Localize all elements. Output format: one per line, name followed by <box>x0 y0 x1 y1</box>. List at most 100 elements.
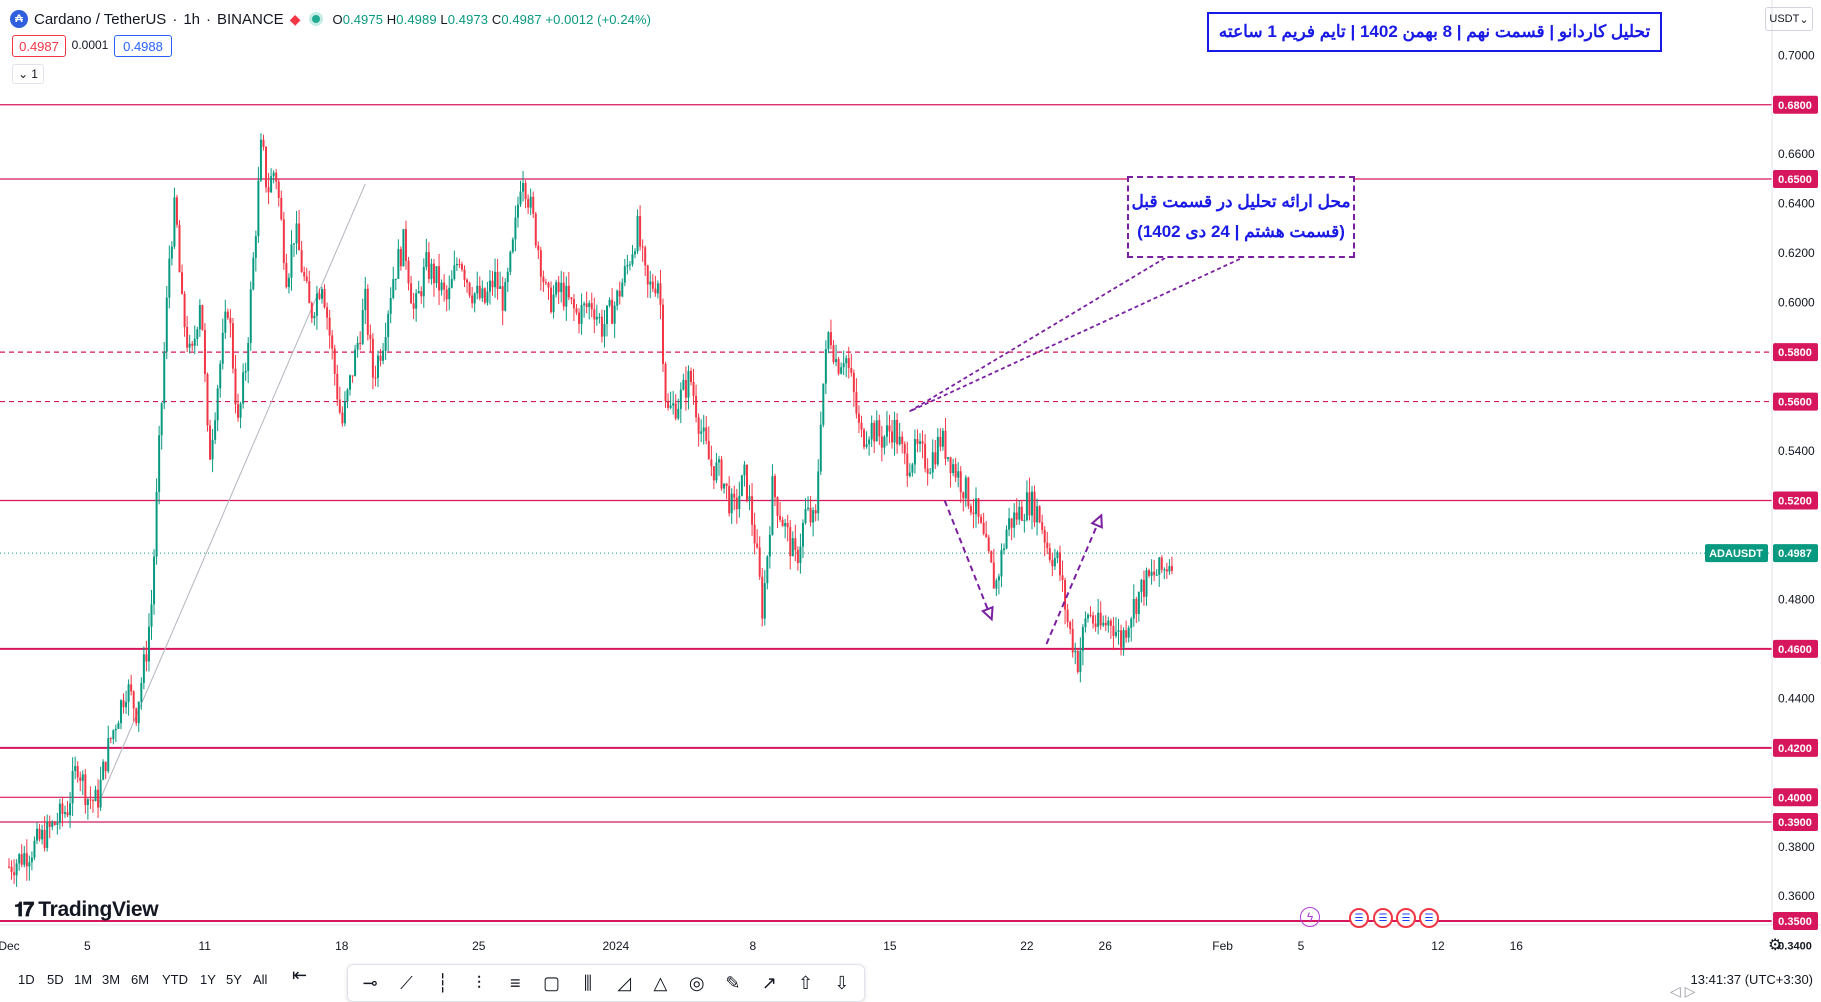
timeframe-all-button[interactable]: All <box>253 972 268 987</box>
candle-body <box>237 404 240 418</box>
candle-body <box>81 774 84 781</box>
candle-body <box>104 761 107 772</box>
candle-body <box>534 213 537 246</box>
arrow-up-icon[interactable]: ⇧ <box>797 972 814 993</box>
us-flag-icon[interactable]: ☰ <box>1349 908 1369 928</box>
candle-body <box>99 779 102 808</box>
replay-icon[interactable]: ⇤ <box>292 965 308 985</box>
symbol-name[interactable]: Cardano / TetherUS <box>34 10 167 28</box>
candle-body <box>662 304 665 364</box>
timeframe-3m-button[interactable]: 3M <box>102 972 121 987</box>
candle-body <box>102 761 105 780</box>
candle-body <box>944 430 947 459</box>
candle-body <box>290 244 293 278</box>
candle-body <box>463 269 466 280</box>
candle-body <box>646 265 649 285</box>
level-price-tag <box>1773 343 1818 362</box>
candle-body <box>410 283 413 304</box>
candle-body <box>140 682 143 702</box>
candle-body <box>137 701 140 724</box>
drawing-toolbar: ⊸ ⟋ ┆ ⫶ ≡ ▢ ⫼ ◿ △ ◎ ✎ ↗ ⇧ ⇩ <box>347 964 865 1002</box>
lightning-icon[interactable]: ϟ <box>1300 907 1320 927</box>
candle-body <box>758 547 761 577</box>
us-flag-icon[interactable]: ☰ <box>1419 908 1439 928</box>
candle-body <box>173 197 176 247</box>
candle-body <box>580 304 583 324</box>
candle-body <box>606 305 609 325</box>
gear-icon[interactable]: ⚙ <box>1768 937 1783 954</box>
fib-icon[interactable]: ⫼ <box>583 972 592 993</box>
candle-body <box>425 252 428 267</box>
candle-body <box>468 282 471 296</box>
timeframe-1d-button[interactable]: 1D <box>18 972 35 987</box>
us-flag-icon[interactable]: ☰ <box>1373 908 1393 928</box>
candle-body <box>1109 620 1112 626</box>
parallel-channel-icon[interactable]: ⫶ <box>476 972 482 993</box>
timeframe-1m-button[interactable]: 1M <box>74 972 93 987</box>
symbol-tag-label: ADAUSDT <box>1709 548 1763 560</box>
chevron-down-icon: ⌄ <box>1799 13 1809 26</box>
trend-line-icon[interactable]: ⟋ <box>400 972 413 993</box>
timeframe-5d-button[interactable]: 5D <box>47 972 64 987</box>
candle-body <box>127 684 130 702</box>
x-tick-label: 11 <box>199 939 212 953</box>
candle-body <box>916 439 919 444</box>
candle-body <box>38 828 41 840</box>
candle-body <box>257 180 260 237</box>
note-box[interactable]: محل ارائه تحلیل در قسمت قبل (قسمت هشتم |… <box>1127 176 1355 258</box>
level-price-label: 0.3400 <box>1778 941 1812 953</box>
level-price-tag <box>1773 491 1818 510</box>
candle-body <box>504 282 507 311</box>
tradingview-logo[interactable]: 𝟏𝟕 TradingView <box>14 898 159 922</box>
candle-body <box>738 495 741 510</box>
brush-icon[interactable]: ✎ <box>725 972 741 993</box>
candle-body <box>873 422 876 442</box>
candle-body <box>781 519 784 527</box>
regression-icon[interactable]: ≡ <box>510 972 521 993</box>
candle-body <box>1155 574 1158 576</box>
candle-body <box>763 583 766 619</box>
candle-body <box>623 266 626 283</box>
scroll-arrows-icon[interactable]: ◁ ▷ <box>1670 983 1696 999</box>
candle-body <box>682 380 685 390</box>
long-position-icon[interactable]: ◿ <box>617 972 632 993</box>
triangle-pattern-icon[interactable]: △ <box>653 972 668 993</box>
level-price-label: 0.6500 <box>1778 174 1812 186</box>
candle-body <box>94 789 97 802</box>
candle-body <box>343 401 346 424</box>
candle-body <box>84 774 87 806</box>
timeframe-1y-button[interactable]: 1Y <box>200 972 216 987</box>
arrow-down-icon[interactable]: ⇩ <box>834 972 850 993</box>
candle-body <box>636 216 639 252</box>
timeframe-6m-button[interactable]: 6M <box>131 972 150 987</box>
candle-body <box>1028 492 1031 516</box>
y-tick-label: 0.6000 <box>1778 296 1815 310</box>
candle-body <box>679 389 682 409</box>
timeframe-5y-button[interactable]: 5Y <box>226 972 242 987</box>
axes: 0.7000 0.6600 0.6400 0.6200 0.6000 0.5400 0.48… <box>0 0 1821 955</box>
candle-body <box>1053 558 1056 567</box>
timeframe-ytd-button[interactable]: YTD <box>162 972 188 987</box>
circle-icon[interactable]: ◎ <box>688 972 705 993</box>
vertical-line-icon[interactable]: ┆ <box>437 972 449 993</box>
candle-body <box>382 350 385 361</box>
alert-icon[interactable]: ◆ <box>289 10 301 27</box>
currency-selector[interactable]: USDT ⌄ <box>1765 7 1813 31</box>
us-flag-icon[interactable]: ☰ <box>1396 908 1416 928</box>
rectangle-icon[interactable]: ▢ <box>543 972 561 993</box>
candle-body <box>338 399 341 413</box>
candle-body <box>308 281 311 304</box>
arrow-icon[interactable]: ↗ <box>761 972 777 993</box>
horizontal-ray-icon[interactable]: ⊸ <box>362 972 378 993</box>
analysis-title-box[interactable]: تحلیل کاردانو | قسمت نهم | 8 بهمن 1402 |… <box>1207 12 1662 52</box>
interval-label[interactable]: 1h <box>183 10 200 28</box>
candle-body <box>730 493 733 514</box>
indicators-toggle-button[interactable]: ⌄ 1 <box>12 64 44 84</box>
sell-button[interactable]: 0.4987 <box>12 35 66 57</box>
buy-button[interactable]: 0.4988 <box>114 35 172 57</box>
y-tick-label: 0.3600 <box>1778 889 1815 903</box>
candle-body <box>15 863 18 876</box>
note-line-1: محل ارائه تحلیل در قسمت قبل <box>1131 192 1351 211</box>
candle-body <box>908 472 911 476</box>
